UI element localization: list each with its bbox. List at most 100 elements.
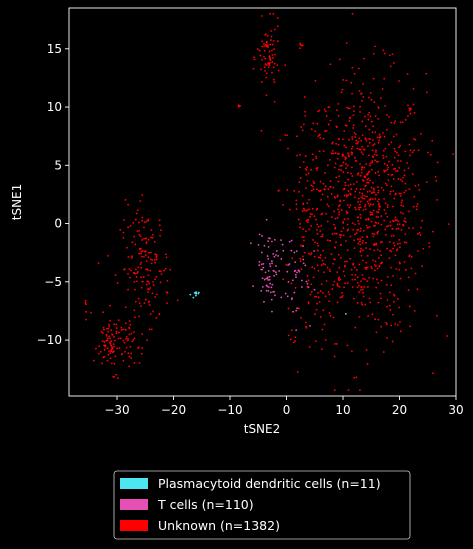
t-cell-point	[267, 290, 270, 292]
unknown-point	[416, 233, 419, 235]
unknown-point	[356, 302, 359, 304]
unknown-point	[357, 219, 360, 222]
t-cell-point	[306, 282, 309, 285]
unknown-point	[277, 40, 279, 43]
unknown-point	[365, 163, 367, 165]
unknown-point	[147, 274, 150, 277]
unknown-point	[361, 166, 363, 169]
unknown-point	[343, 130, 346, 133]
unknown-point	[319, 180, 322, 183]
t-cell-point	[272, 253, 275, 255]
unknown-point	[303, 209, 306, 212]
unknown-point	[369, 179, 371, 182]
unknown-point	[165, 253, 167, 256]
unknown-point	[276, 17, 279, 19]
unknown-point	[115, 330, 118, 333]
unknown-point	[386, 114, 388, 116]
unknown-point	[151, 292, 154, 295]
t-cell-point	[295, 329, 298, 332]
unknown-point	[411, 151, 414, 154]
unknown-point	[147, 291, 149, 293]
unknown-point	[263, 45, 266, 48]
unknown-point	[383, 52, 386, 55]
unknown-point	[336, 271, 339, 273]
unknown-point	[356, 286, 359, 289]
unknown-point	[396, 219, 398, 221]
unknown-point	[358, 148, 361, 151]
unknown-point	[383, 169, 385, 172]
unknown-point	[308, 208, 310, 211]
unknown-point	[364, 266, 367, 269]
unknown-point	[355, 139, 358, 142]
unknown-point	[290, 329, 293, 332]
unknown-point	[359, 238, 362, 240]
unknown-point	[319, 256, 322, 259]
unknown-point	[299, 222, 302, 225]
unknown-point	[125, 337, 127, 340]
unknown-point	[358, 89, 361, 92]
unknown-point	[359, 217, 362, 219]
unknown-point	[263, 66, 266, 69]
unknown-point	[330, 152, 333, 155]
unknown-point	[315, 167, 317, 170]
unknown-point	[385, 184, 388, 187]
unknown-point	[359, 243, 362, 246]
unknown-point	[378, 133, 381, 136]
unknown-point	[359, 188, 362, 191]
unknown-point	[354, 208, 357, 211]
unknown-point	[343, 275, 346, 277]
unknown-point	[364, 303, 367, 306]
unknown-point	[119, 228, 122, 231]
unknown-point	[261, 40, 264, 43]
unknown-point	[313, 182, 316, 185]
unknown-point	[335, 343, 338, 345]
unknown-point	[143, 256, 145, 258]
unknown-point	[385, 336, 388, 339]
unknown-point	[370, 168, 373, 171]
unknown-point	[361, 274, 364, 276]
t-cell-point	[265, 284, 268, 287]
unknown-point	[369, 248, 371, 251]
unknown-point	[301, 210, 304, 213]
t-cell-point	[281, 243, 284, 246]
unknown-point	[329, 63, 332, 66]
unknown-point	[266, 44, 269, 47]
unknown-point	[312, 276, 315, 279]
unknown-point	[123, 219, 125, 221]
unknown-point	[381, 261, 384, 264]
unknown-point	[377, 282, 380, 284]
t-cell-point	[262, 266, 265, 269]
unknown-point	[374, 260, 377, 263]
unknown-point	[359, 206, 362, 209]
t-cell-point	[273, 270, 275, 272]
unknown-point	[398, 223, 401, 226]
unknown-point	[269, 12, 272, 15]
unknown-point	[133, 272, 136, 275]
unknown-point	[386, 247, 388, 250]
unknown-point	[369, 197, 372, 200]
unknown-point	[417, 250, 419, 252]
unknown-point	[416, 288, 419, 291]
unknown-point	[304, 155, 307, 157]
unknown-point	[392, 135, 395, 138]
unknown-point	[343, 218, 346, 221]
unknown-point	[344, 156, 346, 159]
unknown-point	[152, 280, 155, 283]
unknown-point	[352, 127, 355, 129]
unknown-point	[272, 39, 275, 42]
unknown-point	[373, 191, 376, 194]
unknown-point	[377, 191, 380, 194]
unknown-point	[109, 319, 112, 322]
t-cell-point	[269, 291, 272, 294]
unknown-point	[367, 145, 369, 148]
unknown-point	[368, 164, 371, 167]
unknown-point	[371, 232, 374, 235]
unknown-point	[320, 283, 323, 286]
unknown-point	[337, 208, 339, 211]
unknown-point	[361, 192, 364, 195]
unknown-point	[287, 307, 290, 310]
unknown-point	[265, 94, 268, 97]
unknown-point	[340, 209, 343, 212]
unknown-point	[332, 262, 335, 265]
unknown-point	[97, 262, 100, 264]
